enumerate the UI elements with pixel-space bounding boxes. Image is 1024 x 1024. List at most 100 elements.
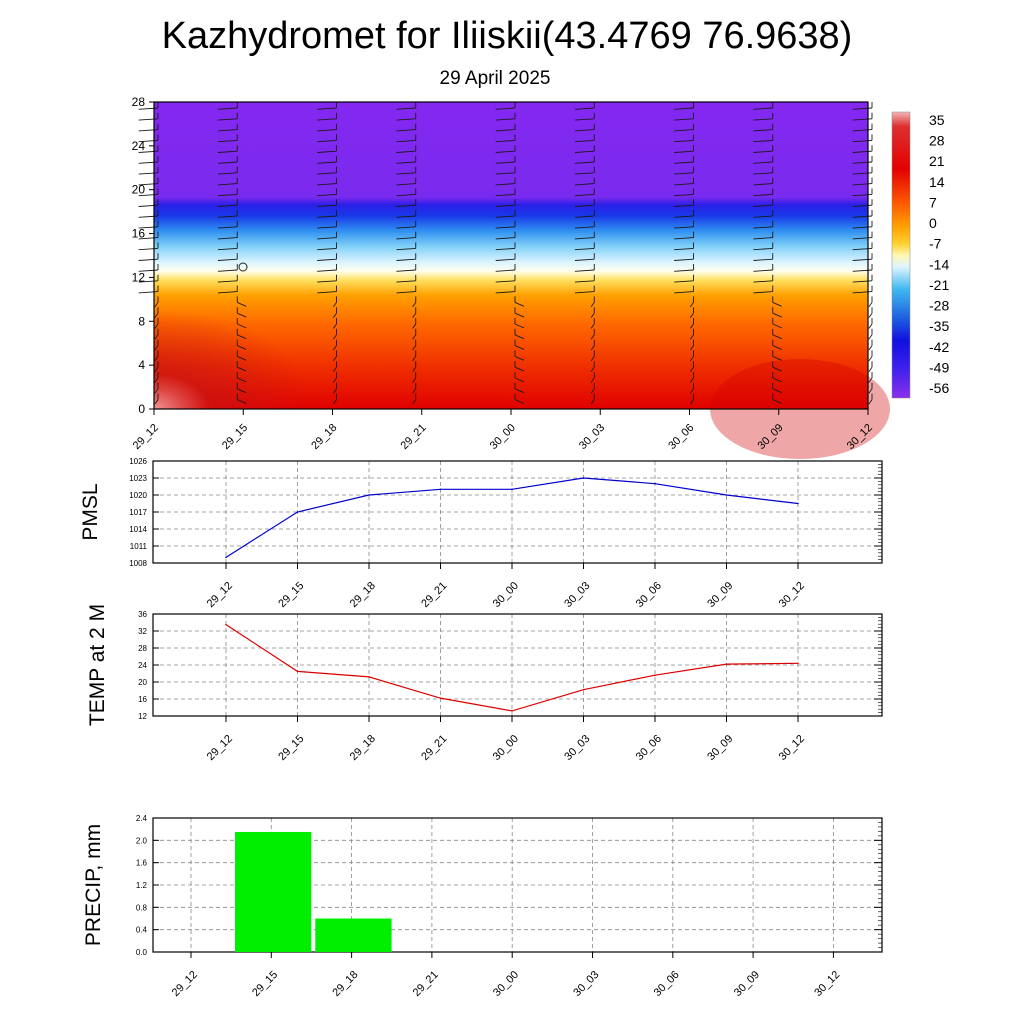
colorbar-label: 28 bbox=[929, 133, 945, 149]
precip-bar bbox=[315, 918, 392, 952]
series-point bbox=[654, 674, 656, 676]
wind-barb bbox=[237, 345, 247, 350]
wind-barb bbox=[574, 226, 595, 229]
wind-barb bbox=[772, 399, 782, 404]
colorbar-labels: 35 28 21 14 7 0 -7 -14 -21 -28 -35 -42 -49 -56 bbox=[929, 112, 949, 396]
wind-barb bbox=[396, 150, 416, 153]
series-point bbox=[368, 494, 370, 496]
wind-barb bbox=[138, 172, 159, 175]
wind-barb bbox=[868, 334, 873, 340]
wind-barb bbox=[154, 345, 159, 351]
wind-barb bbox=[574, 129, 595, 132]
x-tick-label: 29_18 bbox=[309, 422, 339, 452]
wind-barb bbox=[868, 377, 873, 383]
wind-barb bbox=[495, 291, 516, 294]
x-tick-label: 30_12 bbox=[812, 969, 842, 999]
wind-barb bbox=[138, 269, 159, 272]
wind-barb bbox=[495, 107, 516, 110]
wind-barb bbox=[690, 366, 694, 372]
wind-barb bbox=[674, 118, 694, 121]
x-tick-label: 30_06 bbox=[634, 580, 664, 610]
y-tick-label: 1.2 bbox=[136, 881, 148, 890]
x-tick-label: 29_12 bbox=[131, 422, 161, 452]
colorbar-label: -7 bbox=[929, 236, 942, 252]
x-tick-label: 29_21 bbox=[419, 580, 449, 610]
y-tick-label: 16 bbox=[132, 227, 146, 241]
y-axis-label: PMSL bbox=[79, 483, 102, 540]
wind-barb bbox=[753, 280, 773, 283]
y-tick-label: 1023 bbox=[129, 474, 147, 483]
wind-barb bbox=[217, 226, 238, 229]
x-tick-label: 30_06 bbox=[634, 733, 664, 763]
wind-barb bbox=[412, 388, 417, 394]
wind-barb bbox=[217, 258, 238, 261]
wind-barb bbox=[753, 150, 773, 153]
wind-barb bbox=[333, 399, 337, 405]
wind-barb bbox=[217, 291, 238, 294]
y-tick-label: 1014 bbox=[129, 525, 147, 534]
wind-barb bbox=[412, 356, 417, 362]
wind-barb bbox=[772, 345, 782, 350]
wind-barb bbox=[237, 388, 247, 394]
series-point bbox=[511, 710, 513, 712]
x-tick-label: 30_06 bbox=[652, 969, 682, 999]
wind-barb bbox=[574, 269, 595, 272]
wind-barb bbox=[138, 291, 159, 294]
wind-barb bbox=[753, 204, 773, 207]
wind-barbs bbox=[138, 102, 873, 405]
series-point bbox=[225, 623, 227, 626]
wind-barb bbox=[514, 388, 525, 394]
wind-barb bbox=[396, 172, 416, 175]
wind-barb bbox=[690, 377, 694, 383]
y-tick-label: 1020 bbox=[129, 491, 147, 500]
wind-barb bbox=[495, 280, 516, 283]
wind-barb bbox=[154, 399, 159, 405]
series-point bbox=[582, 477, 585, 479]
wind-barb bbox=[138, 204, 159, 207]
wind-barb bbox=[590, 356, 595, 362]
wind-barb bbox=[674, 172, 694, 175]
pmsl-panel: 1008 1011 1014 1017 1020 1023 1026 29_12 29_15 29… bbox=[79, 457, 883, 610]
x-tick-label: 29_15 bbox=[250, 969, 280, 999]
wind-barb bbox=[138, 129, 159, 132]
wind-barb bbox=[237, 377, 247, 383]
wind-barb bbox=[753, 107, 773, 110]
wind-barb bbox=[852, 193, 873, 197]
wind-barb bbox=[317, 183, 337, 186]
colorbar-label: -14 bbox=[929, 256, 949, 272]
y-tick-label: 28 bbox=[132, 95, 146, 109]
y-tick-label: 24 bbox=[138, 661, 147, 670]
y-tick-label: 36 bbox=[138, 610, 147, 619]
wind-barb bbox=[852, 237, 873, 240]
wind-barb bbox=[852, 150, 873, 153]
wind-barb bbox=[690, 302, 694, 308]
wind-barb bbox=[412, 399, 417, 405]
y-tick-label: 1017 bbox=[129, 508, 147, 517]
wind-barb bbox=[217, 247, 238, 251]
figure-subtitle: 29 April 2025 bbox=[440, 68, 551, 89]
x-tick-label: 30_03 bbox=[577, 422, 607, 452]
calm-wind-marker bbox=[238, 262, 248, 272]
wind-barb bbox=[333, 356, 337, 362]
wind-barb bbox=[333, 388, 337, 394]
wind-barb bbox=[852, 226, 873, 229]
wind-barb bbox=[590, 366, 595, 372]
wind-barb bbox=[674, 150, 694, 153]
series-point bbox=[439, 488, 442, 491]
wind-barb bbox=[396, 237, 416, 240]
wind-barb bbox=[852, 118, 873, 121]
series-point bbox=[725, 663, 728, 665]
x-tick-label: 29_12 bbox=[205, 733, 235, 763]
wind-barb bbox=[317, 118, 337, 121]
y-tick-label: 12 bbox=[132, 270, 146, 284]
wind-barb bbox=[317, 237, 337, 240]
x-tick-label: 30_00 bbox=[491, 580, 521, 610]
warm-surface-core bbox=[154, 309, 314, 409]
wind-barb bbox=[753, 226, 773, 229]
y-tick-label: 16 bbox=[138, 695, 147, 704]
wind-barb bbox=[590, 345, 595, 351]
wind-barb bbox=[138, 280, 159, 283]
wind-barb bbox=[852, 139, 873, 143]
y-tick-label: 1026 bbox=[129, 457, 147, 466]
